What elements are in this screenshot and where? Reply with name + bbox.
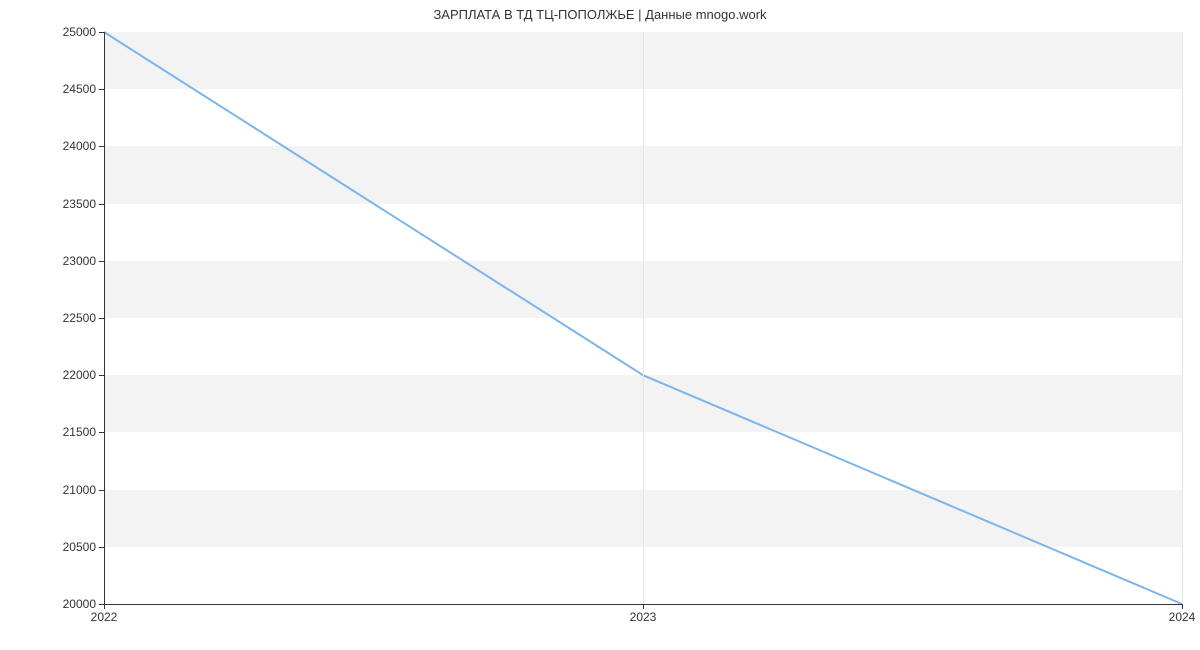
chart-title: ЗАРПЛАТА В ТД ТЦ-ПОПОЛЖЬЕ | Данные mnogo…	[0, 7, 1200, 22]
gridline-vertical	[643, 32, 644, 604]
y-tick-label: 22000	[63, 368, 96, 382]
y-tick-label: 25000	[63, 25, 96, 39]
y-tick-label: 22500	[63, 311, 96, 325]
plot-area: 2000020500210002150022000225002300023500…	[104, 32, 1182, 604]
y-tick-mark	[99, 490, 104, 491]
y-tick-mark	[99, 318, 104, 319]
x-tick-mark	[1182, 604, 1183, 609]
y-tick-mark	[99, 432, 104, 433]
y-tick-label: 20500	[63, 540, 96, 554]
chart-container: ЗАРПЛАТА В ТД ТЦ-ПОПОЛЖЬЕ | Данные mnogo…	[0, 0, 1200, 650]
y-tick-mark	[99, 32, 104, 33]
y-tick-label: 24000	[63, 139, 96, 153]
x-tick-label: 2023	[630, 610, 657, 624]
y-tick-label: 24500	[63, 82, 96, 96]
y-tick-mark	[99, 261, 104, 262]
y-tick-mark	[99, 375, 104, 376]
y-tick-label: 21500	[63, 425, 96, 439]
y-tick-mark	[99, 547, 104, 548]
x-tick-mark	[104, 604, 105, 609]
y-tick-mark	[99, 146, 104, 147]
y-tick-mark	[99, 204, 104, 205]
y-tick-label: 21000	[63, 483, 96, 497]
y-tick-mark	[99, 89, 104, 90]
y-tick-label: 23000	[63, 254, 96, 268]
y-axis-line	[104, 32, 105, 604]
x-tick-label: 2024	[1169, 610, 1196, 624]
gridline-vertical	[1182, 32, 1183, 604]
x-tick-label: 2022	[91, 610, 118, 624]
y-tick-label: 23500	[63, 197, 96, 211]
x-tick-mark	[643, 604, 644, 609]
y-tick-label: 20000	[63, 597, 96, 611]
